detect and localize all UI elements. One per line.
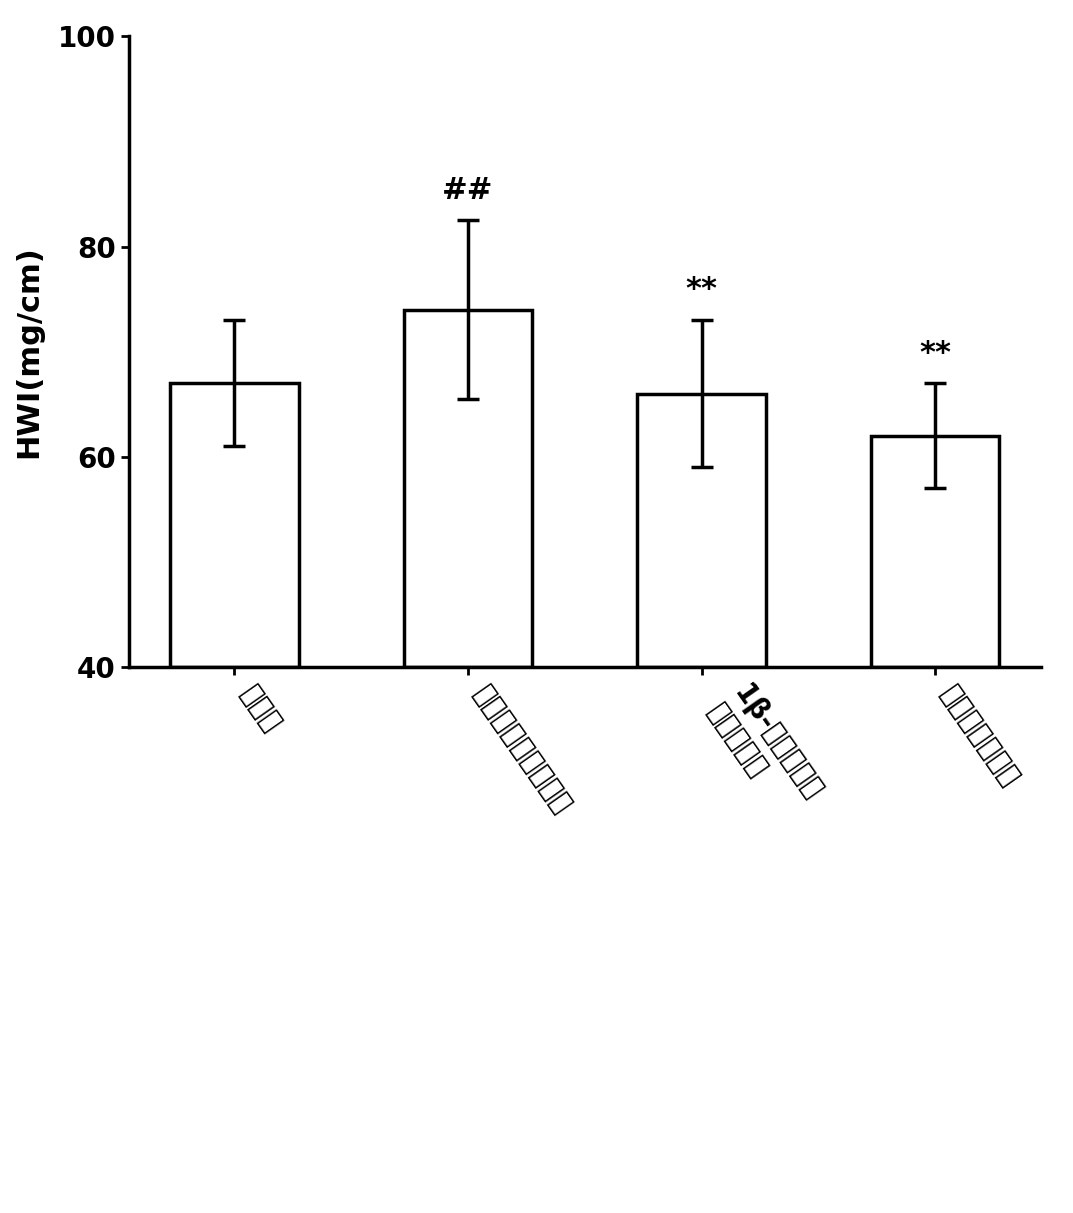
Bar <box>171 383 298 667</box>
Bar <box>637 394 766 667</box>
Y-axis label: HWI(mg/cm): HWI(mg/cm) <box>15 245 44 459</box>
Bar <box>871 435 999 667</box>
Text: **: ** <box>920 338 951 368</box>
Text: **: ** <box>686 275 718 304</box>
Text: ##: ## <box>442 176 494 205</box>
Bar <box>403 309 532 667</box>
